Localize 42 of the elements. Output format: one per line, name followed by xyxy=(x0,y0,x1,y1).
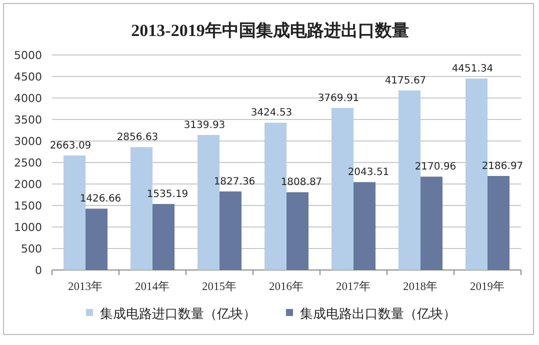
y-tick-label: 500 xyxy=(21,242,42,256)
data-label: 2856.63 xyxy=(116,132,158,144)
data-label: 2186.97 xyxy=(482,160,524,172)
x-tick-label: 2018年 xyxy=(403,280,438,293)
data-label: 1535.19 xyxy=(146,188,188,200)
data-label: 1827.36 xyxy=(214,176,256,188)
data-label: 1808.87 xyxy=(280,177,322,188)
data-label: 2663.09 xyxy=(50,140,92,152)
x-tick-label: 2019年 xyxy=(470,280,505,293)
data-label: 3139.93 xyxy=(184,120,226,131)
x-tick-label: 2013年 xyxy=(68,280,103,293)
legend-label: 集成电路出口数量（亿块） xyxy=(300,307,456,322)
bar xyxy=(286,192,308,270)
data-label: 4175.67 xyxy=(384,75,426,86)
data-label: 2043.51 xyxy=(348,167,390,178)
y-tick-label: 4500 xyxy=(14,70,42,84)
bar xyxy=(86,208,108,270)
y-tick-label: 1500 xyxy=(14,200,42,212)
x-tick-label: 2014年 xyxy=(135,280,170,293)
legend-label: 集成电路进口数量（亿块） xyxy=(100,307,256,322)
data-label: 4451.34 xyxy=(452,64,494,75)
y-tick-label: 3000 xyxy=(14,135,42,148)
x-tick-label: 2015年 xyxy=(202,280,237,293)
data-label: 3769.91 xyxy=(318,92,360,104)
y-tick-label: 1000 xyxy=(14,221,42,234)
chart-title: 2013-2019年中国集成电路进出口数量 xyxy=(131,21,409,40)
y-tick-label: 0 xyxy=(35,264,42,277)
x-tick-label: 2017年 xyxy=(336,280,371,293)
bar xyxy=(152,204,174,270)
x-tick-label: 2016年 xyxy=(269,280,304,293)
bar xyxy=(220,191,242,270)
data-label: 2170.96 xyxy=(414,162,456,173)
y-tick-label: 4000 xyxy=(14,92,42,105)
bar xyxy=(354,182,376,270)
y-tick-label: 2500 xyxy=(14,156,42,170)
bar xyxy=(420,176,442,270)
data-label: 1426.66 xyxy=(80,194,122,205)
y-tick-label: 3500 xyxy=(14,114,42,126)
y-tick-label: 2000 xyxy=(14,178,42,191)
bar xyxy=(488,176,510,270)
y-tick-label: 5000 xyxy=(14,49,42,62)
data-label: 3424.53 xyxy=(250,108,292,119)
